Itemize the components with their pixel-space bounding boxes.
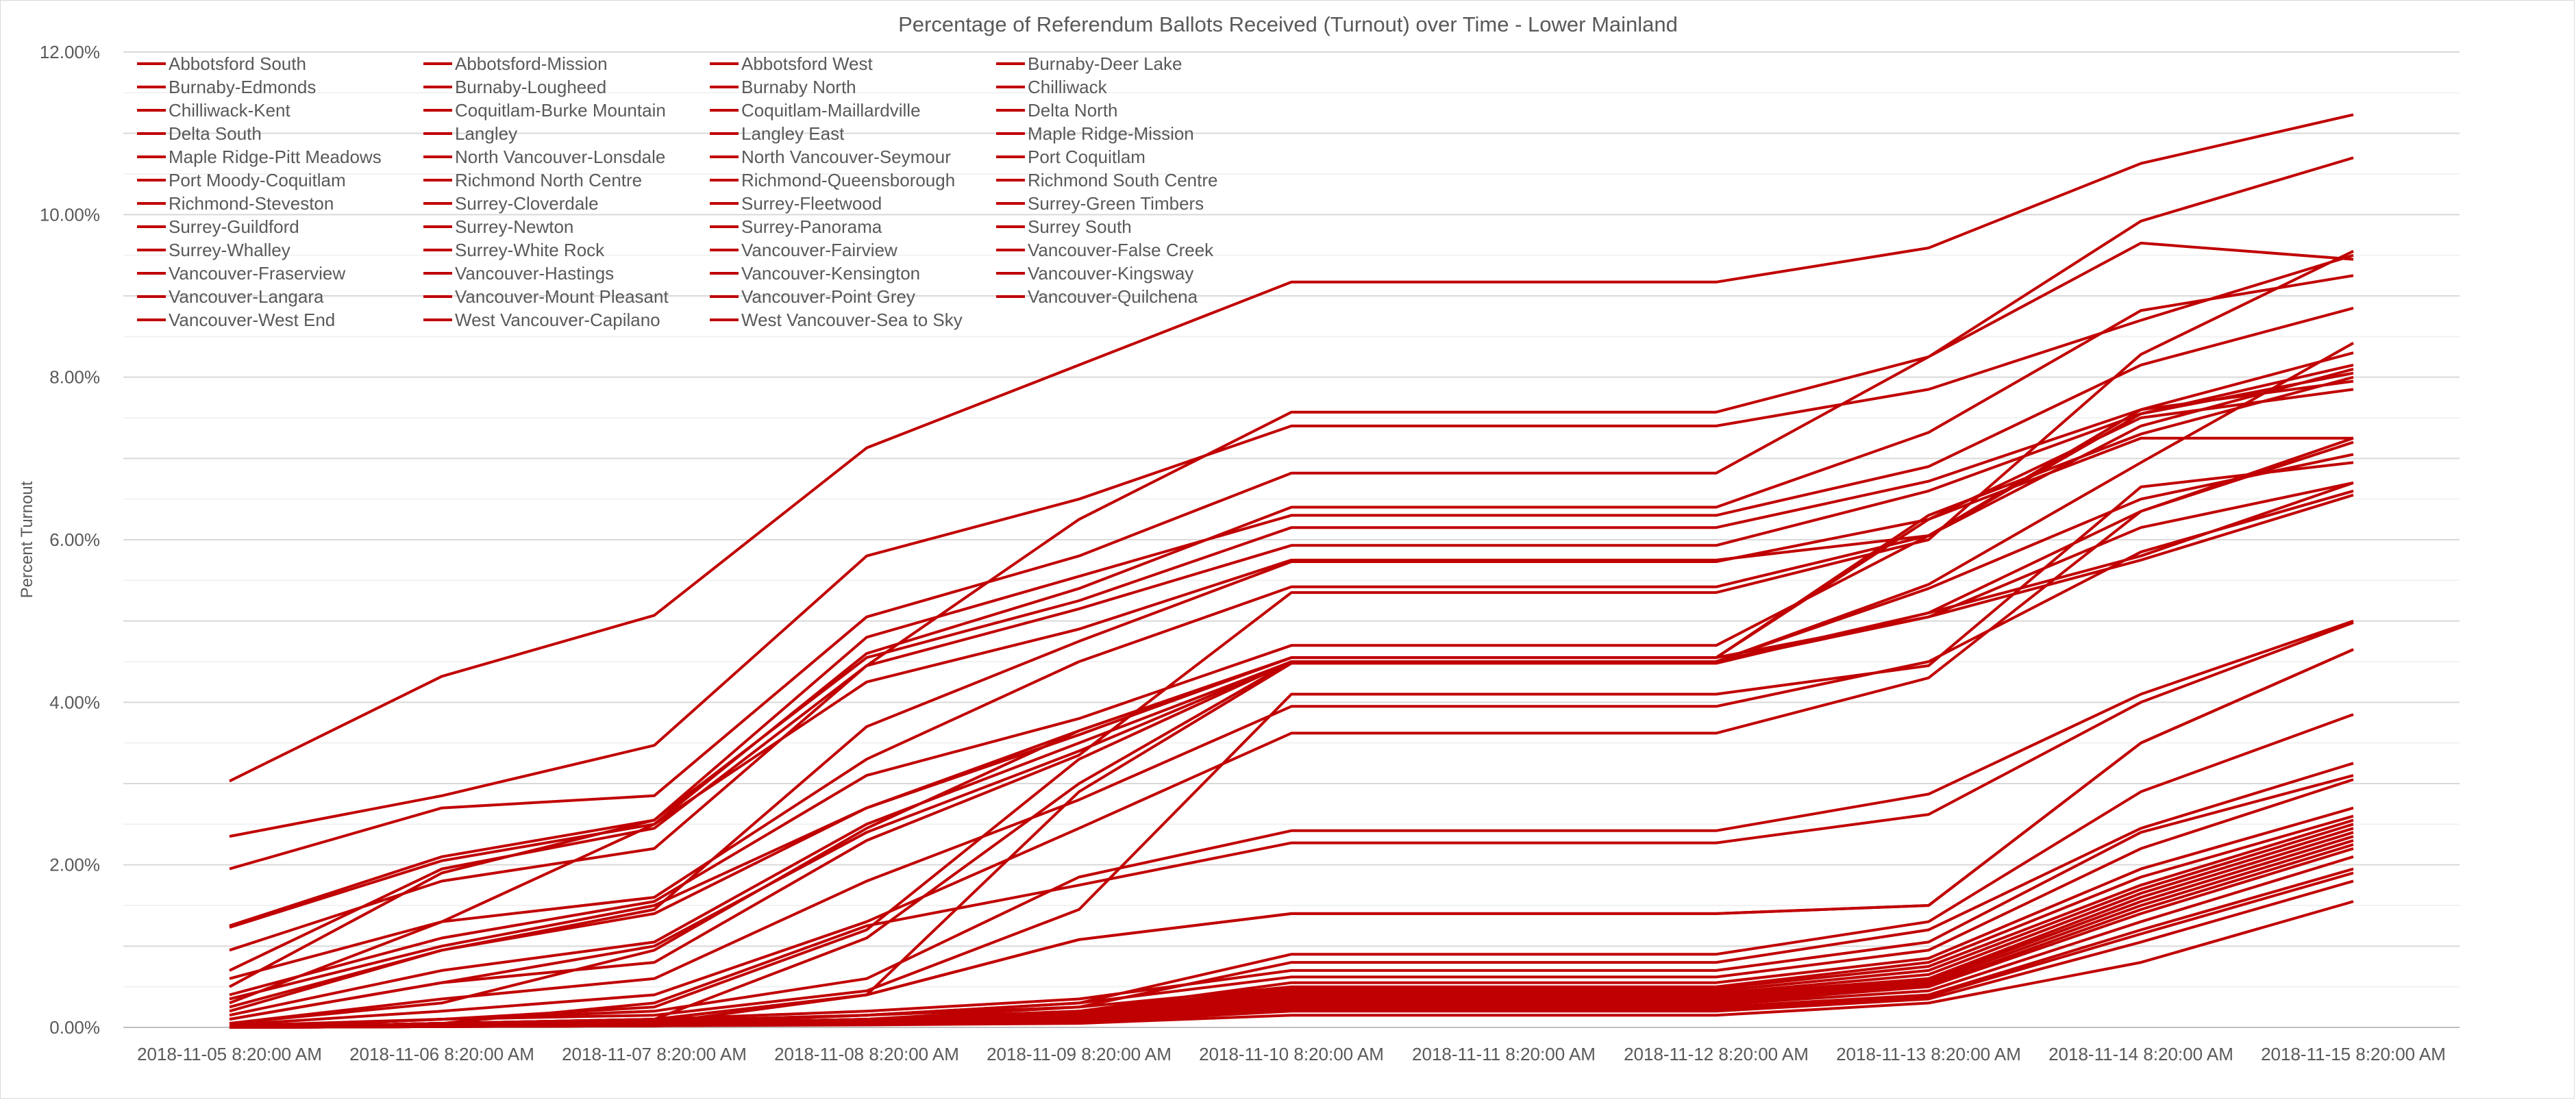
legend-label: Richmond South Centre bbox=[1028, 170, 1217, 190]
legend-label: Delta North bbox=[1028, 100, 1118, 121]
legend-label: Vancouver-Langara bbox=[169, 286, 324, 307]
series-line bbox=[229, 367, 2354, 1005]
legend-label: Port Moody-Coquitlam bbox=[169, 170, 346, 190]
legend-label: Langley bbox=[455, 123, 517, 144]
legend-label: Chilliwack-Kent bbox=[169, 100, 290, 121]
legend-label: West Vancouver-Capilano bbox=[455, 310, 660, 330]
legend-label: North Vancouver-Lonsdale bbox=[455, 147, 665, 167]
series-lines bbox=[229, 113, 2354, 1029]
legend-label: Richmond-Steveston bbox=[169, 193, 334, 214]
series-line bbox=[229, 241, 2354, 972]
gridlines bbox=[123, 51, 2460, 988]
legend-label: Abbotsford West bbox=[741, 53, 874, 74]
series-line bbox=[229, 371, 2354, 997]
legend-label: Vancouver-False Creek bbox=[1028, 240, 1214, 260]
series-line bbox=[229, 814, 2354, 1029]
legend-label: Vancouver-Kensington bbox=[741, 263, 920, 284]
legend-label: North Vancouver-Seymour bbox=[741, 147, 951, 167]
x-tick-label: 2018-11-12 8:20:00 AM bbox=[1624, 1044, 1809, 1064]
series-line bbox=[229, 436, 2353, 1013]
legend-label: Vancouver-West End bbox=[169, 310, 335, 330]
legend-label: Surrey-Fleetwood bbox=[741, 193, 882, 214]
series-line bbox=[229, 253, 2354, 838]
series-line bbox=[229, 619, 2354, 1029]
legend-label: Surrey-Newton bbox=[455, 216, 573, 237]
x-tick-label: 2018-11-10 8:20:00 AM bbox=[1199, 1044, 1384, 1064]
y-tick-label: 12.00% bbox=[40, 42, 100, 62]
legend-label: Vancouver-Point Grey bbox=[741, 286, 915, 307]
legend-label: Coquitlam-Burke Mountain bbox=[455, 100, 666, 121]
legend-label: Surrey-Guildford bbox=[169, 216, 299, 237]
legend-label: Burnaby-Deer Lake bbox=[1028, 53, 1182, 74]
x-tick-label: 2018-11-09 8:20:00 AM bbox=[987, 1044, 1172, 1064]
legend-label: Surrey-White Rock bbox=[455, 240, 605, 260]
legend-label: Delta South bbox=[169, 123, 262, 144]
legend-label: Vancouver-Mount Pleasant bbox=[455, 286, 669, 307]
chart-title: Percentage of Referendum Ballots Receive… bbox=[898, 12, 1678, 36]
legend-label: Abbotsford South bbox=[169, 53, 306, 74]
y-tick-label: 8.00% bbox=[49, 367, 100, 388]
series-line bbox=[229, 113, 2354, 783]
x-tick-label: 2018-11-05 8:20:00 AM bbox=[137, 1044, 322, 1064]
series-line bbox=[229, 249, 2354, 1021]
y-tick-label: 10.00% bbox=[40, 204, 100, 225]
legend-label: Maple Ridge-Mission bbox=[1028, 123, 1194, 144]
legend-label: Langley East bbox=[741, 123, 845, 144]
legend-label: Surrey-Cloverdale bbox=[455, 193, 599, 214]
series-line bbox=[229, 363, 2354, 952]
series-line bbox=[229, 351, 2354, 927]
legend-label: Abbotsford-Mission bbox=[455, 53, 608, 74]
series-line bbox=[229, 306, 2354, 988]
legend-label: Vancouver-Fairview bbox=[741, 240, 897, 260]
legend-label: Coquitlam-Maillardville bbox=[741, 100, 921, 121]
x-tick-label: 2018-11-07 8:20:00 AM bbox=[562, 1044, 747, 1064]
legend-label: Richmond North Centre bbox=[455, 170, 642, 190]
legend-label: Vancouver-Fraserview bbox=[169, 263, 345, 284]
legend-label: West Vancouver-Sea to Sky bbox=[741, 310, 963, 330]
x-tick-label: 2018-11-15 8:20:00 AM bbox=[2261, 1044, 2446, 1064]
x-tick-label: 2018-11-13 8:20:00 AM bbox=[1836, 1044, 2021, 1064]
legend-label: Surrey-Panorama bbox=[741, 216, 882, 237]
series-line bbox=[229, 871, 2354, 1029]
series-line bbox=[229, 713, 2354, 1029]
legend-label: Burnaby-Lougheed bbox=[455, 77, 606, 97]
x-tick-label: 2018-11-08 8:20:00 AM bbox=[774, 1044, 959, 1064]
legend: Abbotsford South Abbotsford-Mission Abbots… bbox=[137, 53, 1217, 330]
y-tick-label: 6.00% bbox=[49, 529, 100, 550]
legend-label: Port Coquitlam bbox=[1028, 147, 1145, 167]
y-tick-label: 4.00% bbox=[49, 692, 100, 712]
x-tick-label: 2018-11-06 8:20:00 AM bbox=[349, 1044, 534, 1064]
series-line bbox=[229, 156, 2354, 871]
legend-label: Surrey-Whalley bbox=[169, 240, 290, 260]
legend-label: Richmond-Queensborough bbox=[741, 170, 955, 190]
y-tick-label: 0.00% bbox=[49, 1017, 100, 1038]
legend-label: Burnaby North bbox=[741, 77, 856, 97]
series-line bbox=[229, 461, 2354, 1029]
legend-label: Maple Ridge-Pitt Meadows bbox=[169, 147, 382, 167]
legend-label: Chilliwack bbox=[1028, 77, 1108, 97]
x-tick-label: 2018-11-14 8:20:00 AM bbox=[2048, 1044, 2233, 1064]
series-line bbox=[229, 379, 2354, 980]
series-line bbox=[229, 436, 2354, 1027]
series-line bbox=[229, 375, 2354, 1009]
axes: 0.00% 2.00% 4.00% 6.00% 8.00% 10.00% 12.00% 201… bbox=[40, 42, 2460, 1064]
legend-label: Surrey-Green Timbers bbox=[1028, 193, 1204, 214]
legend-label: Surrey South bbox=[1028, 216, 1132, 237]
legend-label: Vancouver-Kingsway bbox=[1028, 263, 1193, 284]
y-tick-label: 2.00% bbox=[49, 855, 100, 875]
x-tick-label: 2018-11-11 8:20:00 AM bbox=[1412, 1044, 1596, 1064]
legend-label: Burnaby-Edmonds bbox=[169, 77, 316, 97]
series-line bbox=[229, 489, 2354, 1025]
legend-label: Vancouver-Quilchena bbox=[1028, 286, 1198, 307]
legend-label: Vancouver-Hastings bbox=[455, 263, 614, 284]
series-line bbox=[229, 621, 2354, 1029]
